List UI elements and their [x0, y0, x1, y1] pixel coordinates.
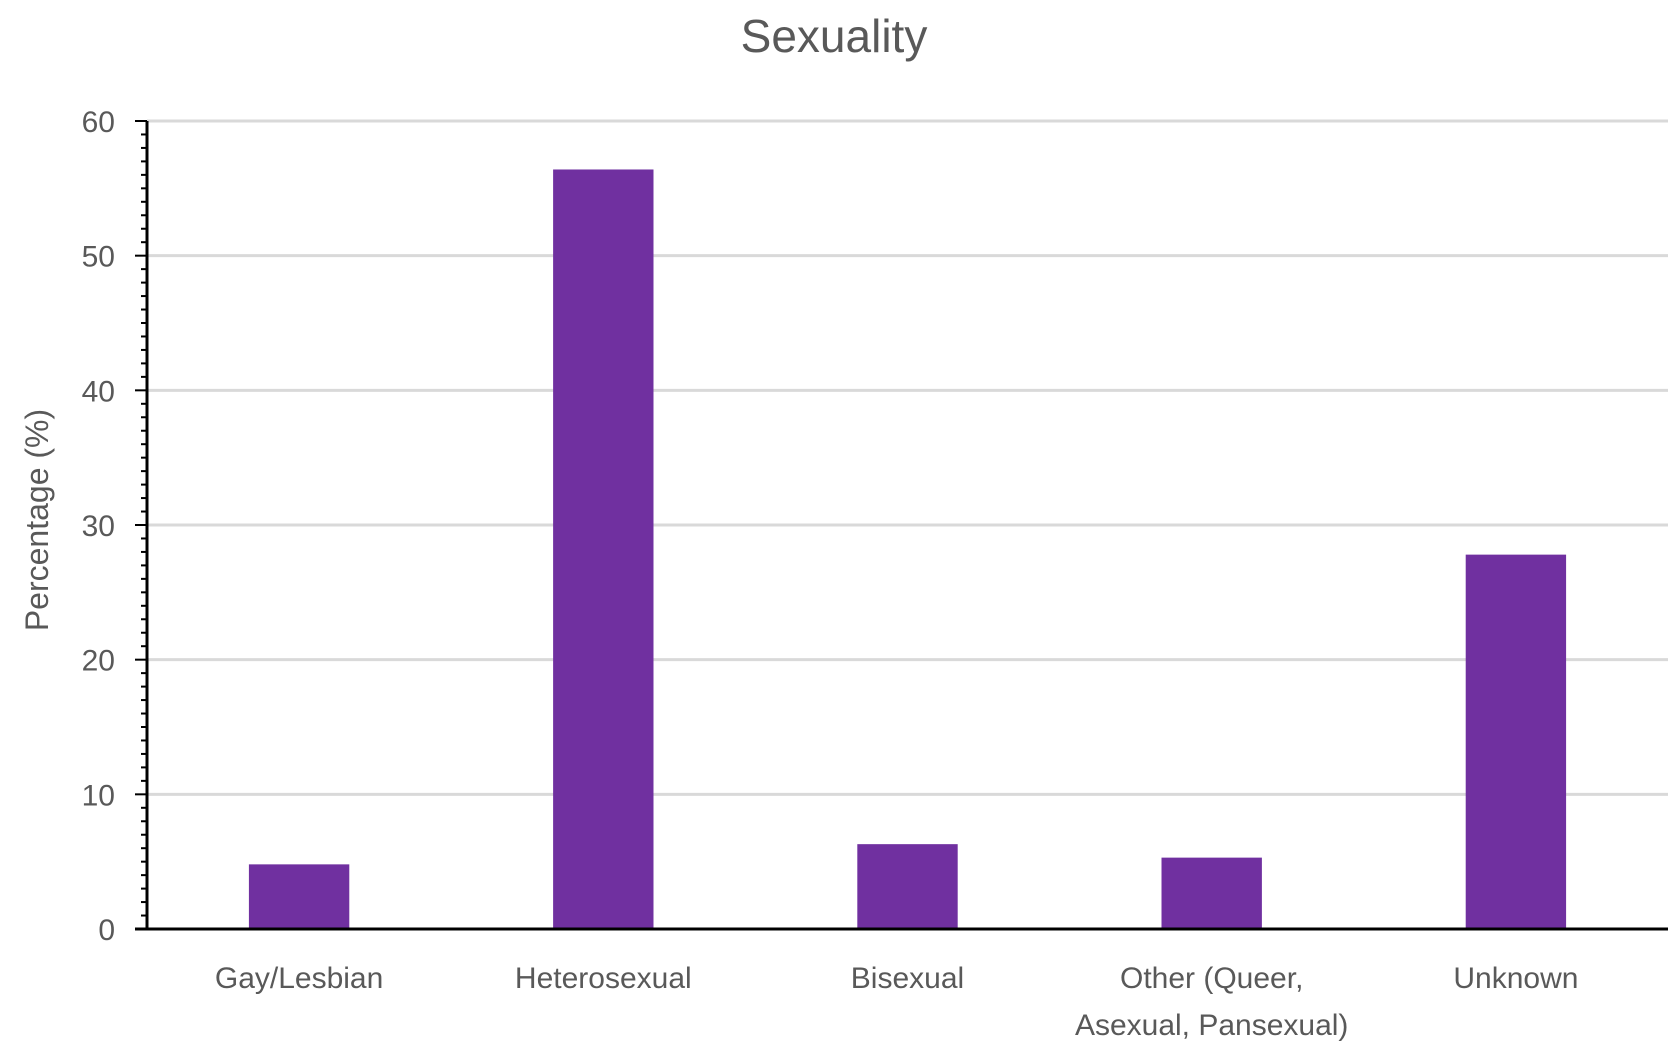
y-tick-label: 60: [82, 106, 115, 139]
tick-labels: 0 10 20 30 40 50 60 Gay/Lesbian Heterosexual Bise…: [82, 106, 1579, 1042]
bar: [857, 844, 958, 929]
bar: [248, 864, 350, 929]
axes: [135, 120, 1668, 931]
chart-title: Sexuality: [741, 10, 928, 62]
x-tick-label: Unknown: [1453, 962, 1578, 995]
bars: [248, 169, 1567, 930]
x-tick-label: Heterosexual: [515, 962, 692, 995]
y-tick-label: 40: [82, 375, 115, 408]
y-tick-label: 10: [82, 779, 115, 812]
bar: [553, 169, 654, 930]
gridlines: [147, 119, 1668, 796]
bar: [1465, 554, 1567, 929]
x-tick-label: Bisexual: [851, 962, 964, 995]
y-tick-label: 30: [82, 510, 115, 543]
bar: [1161, 857, 1262, 929]
y-tick-label: 50: [82, 241, 115, 274]
y-tick-label: 0: [98, 914, 115, 947]
x-tick-label: Other (Queer, Asexual, Pansexual): [1075, 962, 1349, 1042]
y-axis-label: Percentage (%): [19, 409, 55, 631]
x-tick-label: Gay/Lesbian: [215, 962, 383, 995]
y-tick-label: 20: [82, 645, 115, 678]
